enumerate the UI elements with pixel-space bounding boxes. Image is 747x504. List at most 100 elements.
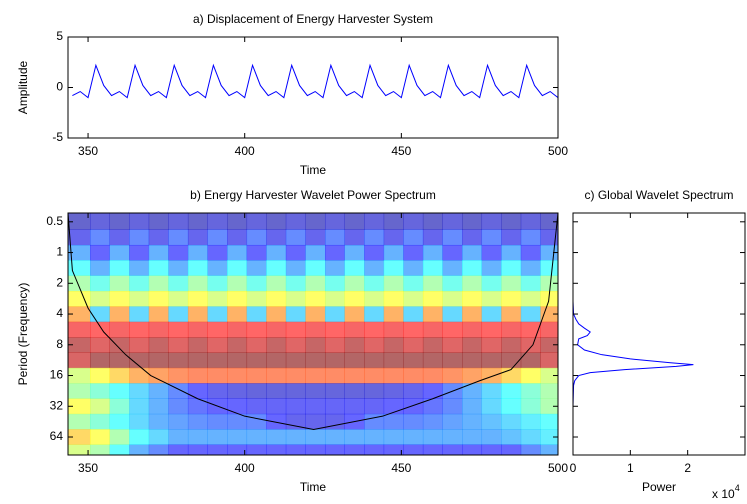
power-cell	[285, 306, 306, 323]
power-cell	[68, 337, 91, 353]
plot-area	[572, 212, 746, 456]
power-cell	[462, 229, 483, 246]
power-cell	[109, 290, 130, 307]
x-tick-label: 350	[78, 461, 98, 475]
power-cell	[168, 352, 189, 369]
power-cell	[422, 275, 443, 292]
power-cell	[109, 367, 130, 384]
power-cell	[246, 367, 267, 384]
power-cell	[207, 429, 228, 445]
power-cell	[422, 244, 443, 261]
x-tick-label: 350	[78, 144, 98, 158]
power-cell	[305, 290, 326, 307]
power-cell	[540, 367, 558, 384]
power-cell	[227, 306, 248, 323]
power-cell	[129, 444, 150, 455]
power-cell	[109, 321, 130, 338]
power-cell	[324, 367, 345, 384]
power-cell	[462, 352, 483, 369]
power-cell	[462, 290, 483, 307]
power-cell	[68, 290, 91, 307]
power-cell	[187, 275, 208, 292]
power-cell	[227, 290, 248, 307]
power-cell	[246, 260, 267, 276]
power-cell	[403, 352, 424, 369]
power-cell	[168, 290, 189, 307]
x-multiplier-exponent: 4	[735, 483, 740, 493]
power-cell	[520, 290, 541, 307]
power-cell	[383, 413, 404, 430]
power-cell	[207, 275, 228, 292]
power-cell	[422, 383, 443, 399]
power-cell	[324, 306, 345, 323]
power-cell	[227, 429, 248, 445]
power-cell	[344, 229, 365, 246]
power-cell	[462, 275, 483, 292]
x-axis-label: Power	[642, 480, 676, 494]
power-cell	[501, 290, 522, 307]
power-cell	[148, 306, 169, 323]
power-cell	[266, 352, 287, 369]
data-line	[573, 221, 694, 453]
power-cell	[90, 383, 110, 399]
power-cell	[383, 306, 404, 323]
power-cell	[148, 321, 169, 338]
power-cell	[68, 213, 91, 230]
power-cell	[501, 260, 522, 276]
power-cell	[383, 352, 404, 369]
power-cell	[344, 444, 365, 455]
x-tick-label: 0	[570, 461, 577, 475]
power-cell	[442, 398, 463, 415]
power-cell	[246, 244, 267, 261]
power-cell	[148, 413, 169, 430]
power-cell	[422, 321, 443, 338]
power-cell	[90, 229, 110, 246]
power-cell	[442, 213, 463, 230]
power-cell	[501, 429, 522, 445]
power-cell	[168, 398, 189, 415]
power-cell	[403, 429, 424, 445]
power-cell	[285, 260, 306, 276]
power-cell	[324, 383, 345, 399]
power-cell	[109, 352, 130, 369]
power-cell	[168, 229, 189, 246]
power-cell	[364, 413, 385, 430]
power-cell	[442, 244, 463, 261]
power-cell	[266, 429, 287, 445]
power-cell	[266, 290, 287, 307]
power-cell	[520, 367, 541, 384]
power-cell	[324, 444, 345, 455]
power-cell	[90, 290, 110, 307]
power-cell	[266, 398, 287, 415]
power-cell	[207, 244, 228, 261]
power-cell	[540, 213, 558, 230]
power-cell	[364, 260, 385, 276]
power-cell	[481, 413, 502, 430]
power-cell	[305, 337, 326, 353]
power-cell	[442, 429, 463, 445]
power-cell	[90, 429, 110, 445]
power-cell	[403, 383, 424, 399]
power-cell	[403, 398, 424, 415]
power-cell	[129, 321, 150, 338]
power-cell	[344, 275, 365, 292]
power-cell	[187, 383, 208, 399]
power-cell	[305, 306, 326, 323]
power-cell	[109, 275, 130, 292]
power-cell	[90, 367, 110, 384]
power-cell	[462, 429, 483, 445]
power-cell	[285, 290, 306, 307]
power-cell	[462, 321, 483, 338]
power-cell	[148, 290, 169, 307]
power-cell	[129, 229, 150, 246]
power-cell	[364, 213, 385, 230]
power-cell	[90, 275, 110, 292]
power-cell	[129, 413, 150, 430]
power-cell	[383, 260, 404, 276]
power-cell	[540, 275, 558, 292]
power-cell	[501, 321, 522, 338]
power-cell	[227, 275, 248, 292]
power-cell	[227, 352, 248, 369]
power-cell	[148, 383, 169, 399]
